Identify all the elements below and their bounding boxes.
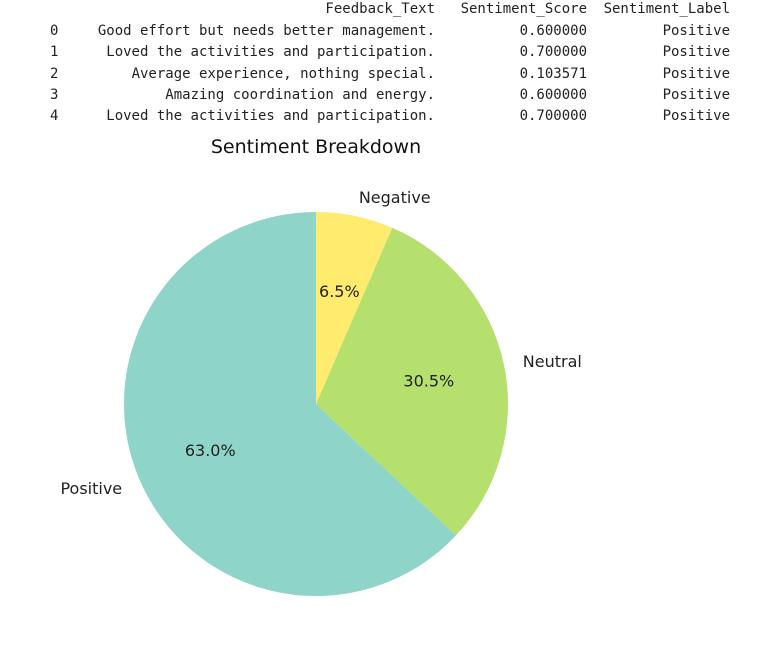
sentiment-label-cell: Positive	[662, 65, 730, 82]
sentiment-score-cell: 0.103571	[519, 65, 587, 82]
row-index: 0	[50, 23, 59, 39]
category-label-positive: Positive	[60, 479, 122, 498]
pie-slice-negative	[316, 212, 393, 404]
sentiment-label-cell: Positive	[662, 23, 730, 39]
row-index: 1	[50, 44, 59, 61]
pie-slice-neutral	[316, 227, 509, 536]
feedback-text-cell: Good effort but needs better management.	[97, 23, 435, 39]
pie-slices	[124, 212, 509, 596]
chart-title: Sentiment Breakdown	[211, 136, 421, 158]
pie-labels: Positive 63.0% Neutral 30.5% Negative 6.5%	[60, 188, 581, 498]
feedback-text-cell: Loved the activities and participation.	[106, 108, 435, 125]
sentiment-label-cell: Positive	[662, 108, 730, 125]
feedback-text-cell: Amazing coordination and energy.	[165, 86, 435, 103]
sentiment-label-cell: Positive	[662, 86, 730, 103]
feedback-text-cell: Loved the activities and participation.	[106, 44, 435, 61]
column-header-sentiment-score: Sentiment_Score	[460, 1, 587, 17]
row-index: 3	[50, 86, 59, 103]
column-header-feedback-text: Feedback_Text	[325, 1, 435, 17]
sentiment-label-cell: Positive	[662, 44, 730, 61]
category-label-neutral: Neutral	[523, 352, 582, 371]
percent-label-positive: 63.0%	[185, 441, 236, 460]
sentiment-score-cell: 0.700000	[519, 108, 587, 125]
percent-label-neutral: 30.5%	[403, 372, 454, 391]
percent-label-negative: 6.5%	[319, 282, 360, 301]
row-index: 2	[50, 65, 59, 82]
feedback-text-cell: Average experience, nothing special.	[131, 65, 435, 82]
category-label-negative: Negative	[359, 188, 431, 207]
row-index: 4	[50, 108, 59, 125]
sentiment-score-cell: 0.600000	[519, 23, 587, 39]
pie-slice-positive	[124, 212, 456, 596]
sentiment-score-cell: 0.600000	[519, 86, 587, 103]
column-header-sentiment-label: Sentiment_Label	[603, 1, 730, 17]
sentiment-score-cell: 0.700000	[519, 44, 587, 61]
